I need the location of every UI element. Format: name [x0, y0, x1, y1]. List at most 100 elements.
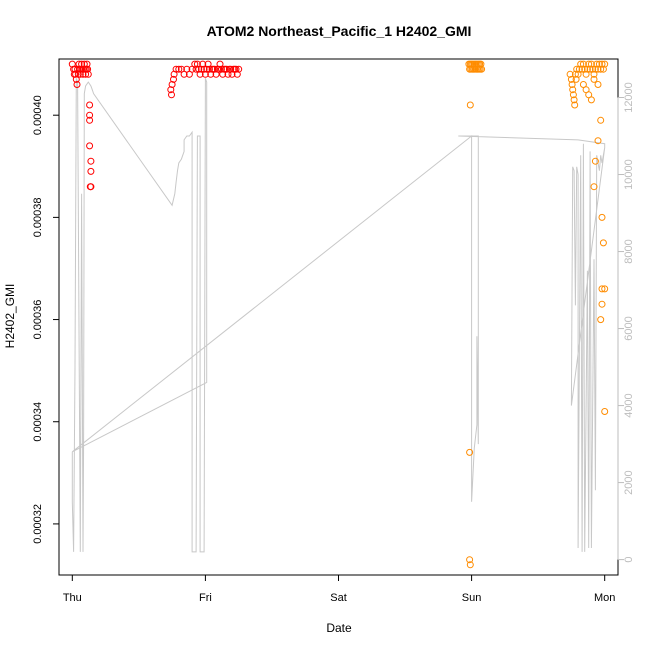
data-point: [87, 167, 95, 175]
data-point: [466, 448, 474, 456]
data-point: [83, 60, 91, 68]
data-point: [478, 65, 486, 73]
x-tick-label: Sat: [330, 592, 347, 604]
data-point: [597, 116, 605, 124]
data-point: [577, 60, 585, 68]
data-point: [594, 81, 602, 88]
data-point: [579, 60, 587, 68]
data-point: [587, 60, 595, 68]
data-point: [170, 75, 177, 83]
y-tick-label-right: 10000: [623, 159, 635, 190]
data-point: [593, 60, 601, 68]
data-point: [84, 65, 92, 73]
data-point: [175, 65, 183, 73]
data-point: [569, 86, 577, 94]
data-point: [587, 96, 595, 104]
data-point: [200, 65, 208, 73]
data-point: [204, 60, 212, 68]
data-point: [590, 183, 598, 191]
series-line: [71, 78, 606, 553]
y-tick-label-left: 0.00032: [32, 504, 44, 544]
data-point: [601, 60, 609, 68]
data-point: [591, 157, 599, 165]
y-axis-label: H2402_GMI: [3, 284, 17, 349]
data-point: [466, 561, 474, 569]
y-tick-label-left: 0.00034: [32, 402, 44, 442]
data-point: [217, 65, 225, 73]
data-point: [573, 65, 581, 73]
data-point: [569, 91, 577, 99]
data-point: [570, 96, 578, 104]
data-point: [86, 142, 94, 150]
data-point: [598, 285, 606, 293]
data-point: [571, 70, 579, 78]
data-point: [583, 65, 591, 73]
data-point: [599, 239, 607, 247]
data-point: [582, 70, 590, 78]
y-tick-label-right: 2000: [623, 470, 635, 494]
x-tick-label: Sun: [462, 592, 482, 604]
x-tick-label: Mon: [594, 592, 615, 604]
data-point: [73, 81, 81, 88]
data-point: [216, 60, 224, 68]
data-point: [168, 91, 175, 99]
data-point: [477, 60, 485, 68]
data-point: [466, 556, 474, 564]
data-point: [574, 70, 582, 78]
data-point: [575, 65, 583, 73]
data-point: [192, 65, 200, 73]
y-tick-label-left: 0.00038: [32, 197, 44, 237]
data-point: [568, 81, 576, 88]
y-tick-label-left: 0.00036: [32, 300, 44, 340]
data-point: [566, 70, 574, 78]
x-tick-label: Fri: [199, 592, 212, 604]
data-point: [601, 285, 609, 293]
data-point: [578, 65, 586, 73]
data-point: [205, 65, 213, 73]
y-tick-label-right: 8000: [623, 239, 635, 263]
data-point: [86, 183, 94, 191]
y-tick-label-right: 6000: [623, 316, 635, 340]
data-point: [598, 300, 606, 308]
data-point: [86, 111, 94, 119]
data-point: [597, 316, 605, 324]
data-point: [168, 81, 176, 88]
data-point: [86, 101, 94, 109]
data-point: [223, 65, 231, 73]
data-point: [590, 70, 598, 78]
data-point: [215, 65, 223, 73]
data-point: [172, 65, 180, 73]
data-point: [211, 65, 219, 73]
y-tick-label-right: 12000: [623, 82, 635, 113]
data-point: [197, 65, 205, 73]
data-point: [193, 60, 201, 68]
data-point: [227, 65, 235, 73]
data-point: [598, 60, 606, 68]
data-point: [585, 60, 593, 68]
x-axis-label: Date: [326, 621, 352, 635]
y-tick-label-left: 0.00040: [32, 95, 44, 135]
data-point: [86, 116, 94, 124]
data-point: [571, 101, 579, 109]
data-point: [203, 65, 211, 73]
data-point: [567, 75, 575, 83]
y-tick-label-right: 0: [623, 557, 635, 563]
data-point: [232, 65, 240, 73]
y-tick-label-right: 4000: [623, 393, 635, 417]
data-point: [595, 60, 603, 68]
data-point: [201, 70, 209, 78]
data-point: [597, 65, 605, 73]
data-point: [586, 65, 594, 73]
data-point: [84, 70, 92, 78]
data-point: [594, 65, 602, 73]
data-point: [590, 75, 598, 83]
x-tick-label: Thu: [63, 592, 82, 604]
data-point: [235, 65, 243, 73]
data-point: [599, 65, 607, 73]
data-point: [594, 137, 602, 145]
data-point: [591, 65, 599, 73]
data-point: [589, 65, 597, 73]
data-point: [167, 86, 175, 94]
data-point: [87, 157, 95, 165]
